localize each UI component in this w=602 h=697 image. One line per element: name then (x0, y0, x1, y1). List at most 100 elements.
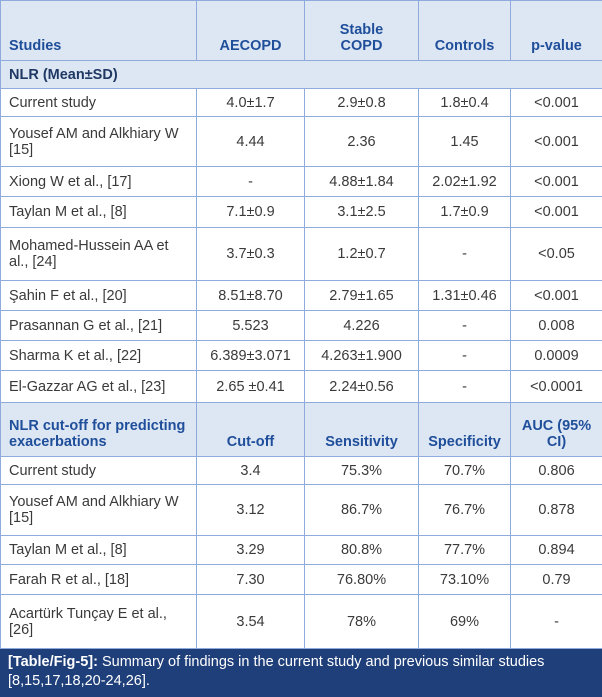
value-cell: 0.894 (511, 536, 602, 565)
study-cell: Yousef AM and Alkhiary W [15] (1, 485, 197, 536)
value-cell: 0.008 (511, 311, 602, 341)
value-cell: 2.02±1.92 (419, 167, 511, 197)
study-cell: Şahin F et al., [20] (1, 281, 197, 311)
value-cell: <0.05 (511, 228, 602, 281)
value-cell: 8.51±8.70 (197, 281, 305, 311)
value-cell: 0.0009 (511, 341, 602, 371)
header-text: AECOPD (219, 38, 281, 54)
value-cell: 86.7% (305, 485, 419, 536)
header-row: NLR cut-off for predicting exacerbations… (1, 403, 602, 457)
study-cell: Sharma K et al., [22] (1, 341, 197, 371)
study-cell: Taylan M et al., [8] (1, 197, 197, 228)
value-cell: 0.878 (511, 485, 602, 536)
value-cell: - (419, 371, 511, 403)
value-cell: - (511, 595, 602, 649)
value-cell: 80.8% (305, 536, 419, 565)
value-cell: 1.2±0.7 (305, 228, 419, 281)
value-cell: 1.7±0.9 (419, 197, 511, 228)
header-cell: AUC (95% CI) (511, 403, 602, 457)
caption: [Table/Fig-5]: Summary of findings in th… (0, 649, 602, 697)
header-cell: Studies (1, 1, 197, 61)
header-text: Cut-off (227, 434, 275, 450)
header-cell: Stable COPD (305, 1, 419, 61)
value-cell: 1.8±0.4 (419, 89, 511, 117)
value-cell: 2.24±0.56 (305, 371, 419, 403)
value-cell: 2.65 ±0.41 (197, 371, 305, 403)
header-text: Stable COPD (331, 22, 393, 54)
value-cell: 77.7% (419, 536, 511, 565)
value-cell: 5.523 (197, 311, 305, 341)
header-text: AUC (95% CI) (522, 418, 591, 450)
value-cell: 3.1±2.5 (305, 197, 419, 228)
value-cell: - (419, 228, 511, 281)
value-cell: <0.001 (511, 167, 602, 197)
study-cell: Farah R et al., [18] (1, 565, 197, 595)
study-cell: Current study (1, 89, 197, 117)
value-cell: 4.44 (197, 117, 305, 167)
value-cell: <0.001 (511, 89, 602, 117)
value-cell: 2.36 (305, 117, 419, 167)
value-cell: 3.4 (197, 457, 305, 485)
study-cell: Current study (1, 457, 197, 485)
study-cell: Taylan M et al., [8] (1, 536, 197, 565)
value-cell: 0.79 (511, 565, 602, 595)
value-cell: - (419, 311, 511, 341)
header-cell: Controls (419, 1, 511, 61)
header-cell: Sensitivity (305, 403, 419, 457)
value-cell: 3.29 (197, 536, 305, 565)
header-cell: Specificity (419, 403, 511, 457)
header-text: NLR cut-off for predicting exacerbations (9, 418, 185, 450)
study-cell: Yousef AM and Alkhiary W [15] (1, 117, 197, 167)
value-cell: 1.31±0.46 (419, 281, 511, 311)
study-cell: Mohamed-Hussein AA et al., [24] (1, 228, 197, 281)
value-cell: 0.806 (511, 457, 602, 485)
value-cell: 4.88±1.84 (305, 167, 419, 197)
value-cell: 7.30 (197, 565, 305, 595)
value-cell: <0.001 (511, 197, 602, 228)
header-text: Studies (9, 38, 61, 54)
value-cell: 1.45 (419, 117, 511, 167)
value-cell: 3.7±0.3 (197, 228, 305, 281)
value-cell: 3.12 (197, 485, 305, 536)
study-cell: Xiong W et al., [17] (1, 167, 197, 197)
header-text: p-value (531, 38, 582, 54)
study-cell: Prasannan G et al., [21] (1, 311, 197, 341)
header-cell: AECOPD (197, 1, 305, 61)
caption-label: [Table/Fig-5]: (8, 654, 98, 670)
value-cell: - (419, 341, 511, 371)
section-title: NLR (Mean±SD) (1, 61, 602, 89)
value-cell: <0.001 (511, 281, 602, 311)
value-cell: <0.0001 (511, 371, 602, 403)
table-body: Studies AECOPD Stable COPD Controls p-value N… (1, 1, 602, 649)
value-cell: - (197, 167, 305, 197)
value-cell: 3.54 (197, 595, 305, 649)
study-cell: Acartürk Tunçay E et al., [26] (1, 595, 197, 649)
table: Studies AECOPD Stable COPD Controls p-value N… (0, 0, 602, 649)
value-cell: 7.1±0.9 (197, 197, 305, 228)
value-cell: 4.226 (305, 311, 419, 341)
value-cell: 2.9±0.8 (305, 89, 419, 117)
value-cell: 2.79±1.65 (305, 281, 419, 311)
value-cell: 76.80% (305, 565, 419, 595)
value-cell: 4.263±1.900 (305, 341, 419, 371)
header-text: Specificity (428, 434, 501, 450)
value-cell: 78% (305, 595, 419, 649)
header-cell: p-value (511, 1, 602, 61)
value-cell: 4.0±1.7 (197, 89, 305, 117)
value-cell: <0.001 (511, 117, 602, 167)
header-text: Controls (435, 38, 495, 54)
header-text: Sensitivity (325, 434, 398, 450)
